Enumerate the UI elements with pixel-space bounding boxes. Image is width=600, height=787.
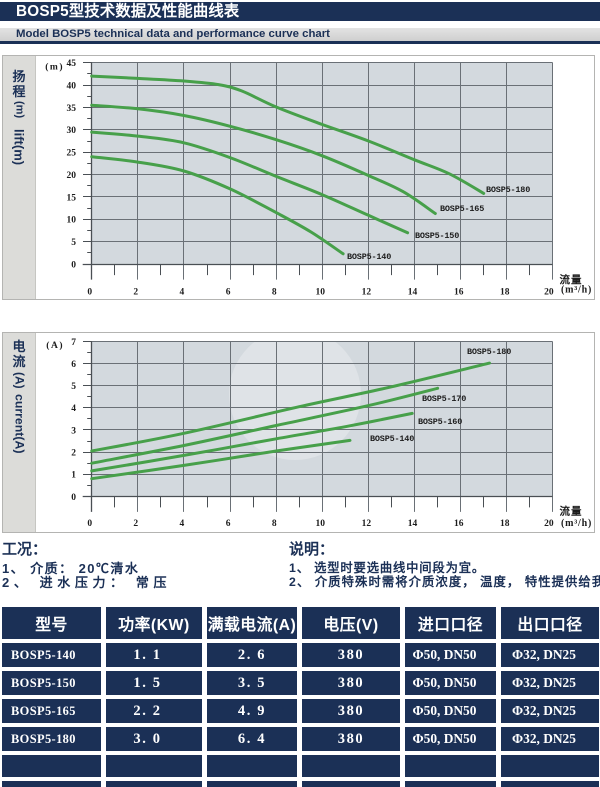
svg-text:BOSP5-160: BOSP5-160 [418, 417, 462, 427]
svg-text:0: 0 [87, 287, 92, 297]
svg-text:0: 0 [87, 519, 92, 529]
svg-text:14: 14 [408, 287, 418, 297]
svg-text:6: 6 [71, 359, 76, 369]
svg-text:0: 0 [71, 260, 76, 270]
svg-text:BOSP5-165: BOSP5-165 [440, 204, 484, 214]
svg-text:35: 35 [67, 103, 77, 113]
svg-text:4: 4 [180, 287, 185, 297]
svg-text:6: 6 [226, 519, 231, 529]
svg-text:2: 2 [133, 287, 138, 297]
svg-text:(A): (A) [46, 340, 64, 351]
svg-text:12: 12 [362, 519, 372, 529]
svg-text:25: 25 [67, 148, 77, 158]
svg-text:4: 4 [71, 404, 76, 414]
svg-text:16: 16 [454, 519, 464, 529]
svg-text:8: 8 [272, 287, 277, 297]
svg-text:(m): (m) [45, 61, 64, 72]
svg-text:5: 5 [71, 238, 76, 248]
svg-text:12: 12 [362, 287, 372, 297]
svg-text:10: 10 [67, 215, 77, 225]
svg-text:6: 6 [226, 287, 231, 297]
svg-text:5: 5 [71, 382, 76, 392]
svg-text:20: 20 [67, 171, 77, 181]
svg-text:BOSP5-180: BOSP5-180 [486, 185, 530, 195]
svg-text:7: 7 [71, 337, 76, 347]
svg-text:18: 18 [500, 519, 510, 529]
svg-text:16: 16 [454, 287, 464, 297]
svg-text:2: 2 [133, 519, 138, 529]
svg-text:(m³/h): (m³/h) [561, 518, 592, 529]
svg-text:40: 40 [67, 81, 77, 91]
svg-text:BOSP5-150: BOSP5-150 [415, 231, 459, 241]
svg-text:BOSP5-140: BOSP5-140 [347, 252, 391, 262]
svg-text:4: 4 [180, 519, 185, 529]
svg-text:流量: 流量 [560, 273, 583, 286]
svg-text:BOSP5-180: BOSP5-180 [467, 347, 511, 357]
svg-text:20: 20 [544, 287, 554, 297]
svg-text:3: 3 [71, 426, 76, 436]
svg-text:30: 30 [67, 126, 77, 136]
svg-text:流量: 流量 [560, 504, 583, 517]
svg-text:18: 18 [500, 287, 510, 297]
svg-text:10: 10 [316, 519, 326, 529]
svg-text:0: 0 [71, 492, 76, 502]
svg-text:14: 14 [408, 519, 418, 529]
svg-text:10: 10 [316, 287, 326, 297]
svg-text:(m³/h): (m³/h) [561, 284, 592, 295]
svg-text:45: 45 [67, 59, 77, 69]
svg-text:20: 20 [544, 519, 554, 529]
svg-text:1: 1 [71, 470, 76, 480]
svg-text:BOSP5-140: BOSP5-140 [370, 434, 414, 444]
svg-text:2: 2 [71, 448, 76, 458]
svg-text:8: 8 [272, 519, 277, 529]
svg-text:BOSP5-170: BOSP5-170 [422, 394, 466, 404]
svg-text:15: 15 [67, 193, 77, 203]
